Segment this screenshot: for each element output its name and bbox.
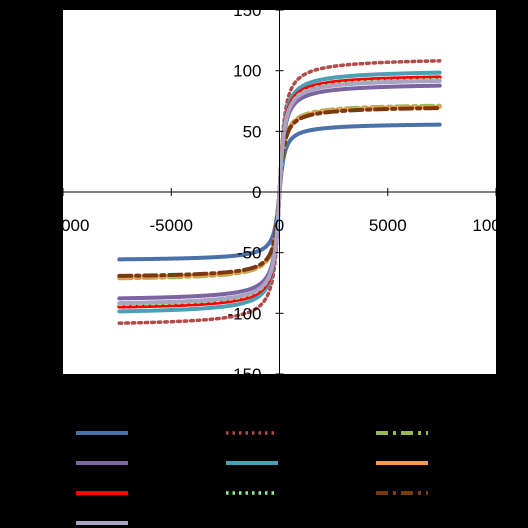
- y-tick-label: 50: [243, 122, 262, 141]
- axis-layer: -10000 -5000 0 5000 10000 -150 -100 -50 0 50 100 15…: [37, 1, 520, 384]
- y-tick-label: -100: [227, 304, 261, 323]
- y-tick-label: 150: [233, 1, 261, 20]
- y-tick-label: 0: [252, 183, 261, 202]
- x-tick-label: 0: [275, 216, 284, 235]
- x-tick-label: -5000: [150, 216, 193, 235]
- x-tick-label: 5000: [369, 216, 407, 235]
- x-tick-label: -10000: [37, 216, 90, 235]
- y-tick-label: -150: [227, 365, 261, 384]
- y-tick-label: 100: [233, 62, 261, 81]
- legend: [76, 431, 428, 525]
- y-tick-label: -50: [237, 244, 262, 263]
- x-tick-label: 10000: [472, 216, 519, 235]
